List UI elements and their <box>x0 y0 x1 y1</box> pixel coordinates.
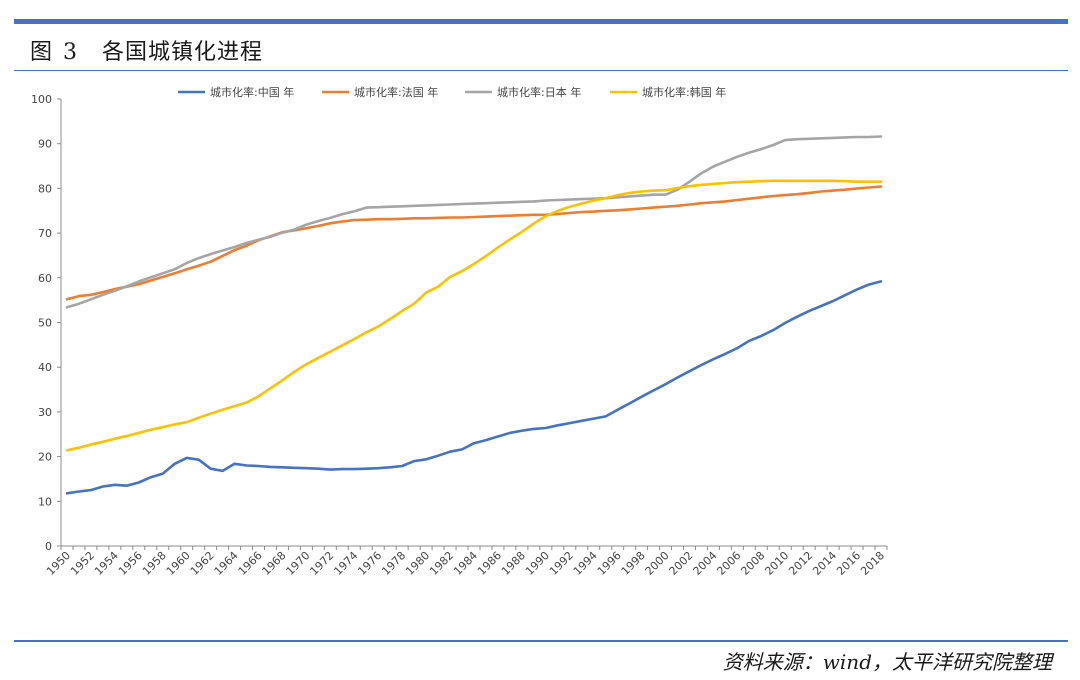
x-tick-label: 1998 <box>619 549 648 578</box>
x-tick-label: 2000 <box>643 549 672 578</box>
x-tick-label: 1982 <box>427 549 456 578</box>
x-tick-label: 1978 <box>379 549 408 578</box>
y-tick-label: 60 <box>38 272 52 285</box>
x-tick-label: 1950 <box>44 549 73 578</box>
x-tick-label: 2008 <box>738 549 767 578</box>
x-tick-label: 1958 <box>140 549 169 578</box>
series-line-2 <box>65 135 883 309</box>
y-tick-label: 20 <box>38 451 52 464</box>
y-tick-label: 100 <box>31 93 52 106</box>
x-tick-label: 2012 <box>786 549 815 578</box>
series-lines <box>65 135 883 495</box>
y-tick-label: 80 <box>38 182 52 195</box>
y-tick-label: 10 <box>38 495 52 508</box>
y-axis: 0 10 20 30 40 50 60 70 80 90 100 <box>31 93 62 553</box>
x-tick-label: 1988 <box>499 549 528 578</box>
x-tick-label: 2014 <box>810 549 839 578</box>
figure-title-text: 各国城镇化进程 <box>102 40 264 65</box>
footer-rule <box>14 640 1068 642</box>
series-line-1 <box>65 185 883 301</box>
x-tick-label: 1968 <box>260 549 289 578</box>
y-tick-label: 70 <box>38 227 52 240</box>
x-tick-label: 1984 <box>451 549 480 578</box>
x-tick-label: 2010 <box>762 549 791 578</box>
top-rule <box>14 19 1068 24</box>
x-tick-label: 1992 <box>547 549 576 578</box>
x-tick-label: 1956 <box>116 549 145 578</box>
x-tick-label: 2004 <box>691 549 720 578</box>
y-tick-label: 40 <box>38 361 52 374</box>
legend-label: 城市化率:日本 年 <box>497 85 581 99</box>
x-tick-label: 2018 <box>858 549 887 578</box>
y-tick-label: 30 <box>38 406 52 419</box>
x-tick-label: 1986 <box>475 549 504 578</box>
x-tick-label: 1990 <box>523 549 552 578</box>
x-tick-label: 1954 <box>92 549 121 578</box>
x-tick-label: 1964 <box>212 549 241 578</box>
y-tick-label: 90 <box>38 138 52 151</box>
x-tick-label: 1994 <box>571 549 600 578</box>
legend-label: 城市化率:中国 年 <box>210 85 294 99</box>
x-tick-label: 1960 <box>164 549 193 578</box>
x-tick-label: 1966 <box>236 549 265 578</box>
x-axis: 1950195219541956195819601962196419661968… <box>44 545 888 578</box>
chart-legend: 城市化率:中国 年 城市化率:法国 年 城市化率:日本 年 城市化率:韩国 年 <box>178 85 726 99</box>
figure-number: 3 <box>63 40 79 65</box>
x-tick-label: 2016 <box>834 549 863 578</box>
legend-label: 城市化率:韩国 年 <box>642 85 726 99</box>
x-tick-label: 2002 <box>667 549 696 578</box>
x-tick-label: 1974 <box>331 549 360 578</box>
x-tick-label: 1972 <box>307 549 336 578</box>
y-tick-label: 0 <box>45 540 52 553</box>
x-tick-label: 1952 <box>68 549 97 578</box>
x-tick-label: 1976 <box>355 549 384 578</box>
source-note: 资料来源：wind，太平洋研究院整理 <box>722 650 1052 674</box>
header-rule <box>14 70 1068 71</box>
x-tick-label: 1962 <box>188 549 217 578</box>
series-line-3 <box>65 179 883 452</box>
x-tick-label: 1970 <box>284 549 313 578</box>
x-tick-label: 1980 <box>403 549 432 578</box>
legend-label: 城市化率:法国 年 <box>354 85 438 99</box>
y-tick-label: 50 <box>38 317 52 330</box>
figure-title: 图 3 各国城镇化进程 <box>30 34 263 66</box>
figure-label: 图 <box>30 40 54 65</box>
line-chart: 城市化率:中国 年 城市化率:法国 年 城市化率:日本 年 城市化率:韩国 年 0 10… <box>31 85 888 578</box>
series-line-0 <box>65 280 883 495</box>
x-tick-label: 1996 <box>595 549 624 578</box>
x-tick-label: 2006 <box>714 549 743 578</box>
